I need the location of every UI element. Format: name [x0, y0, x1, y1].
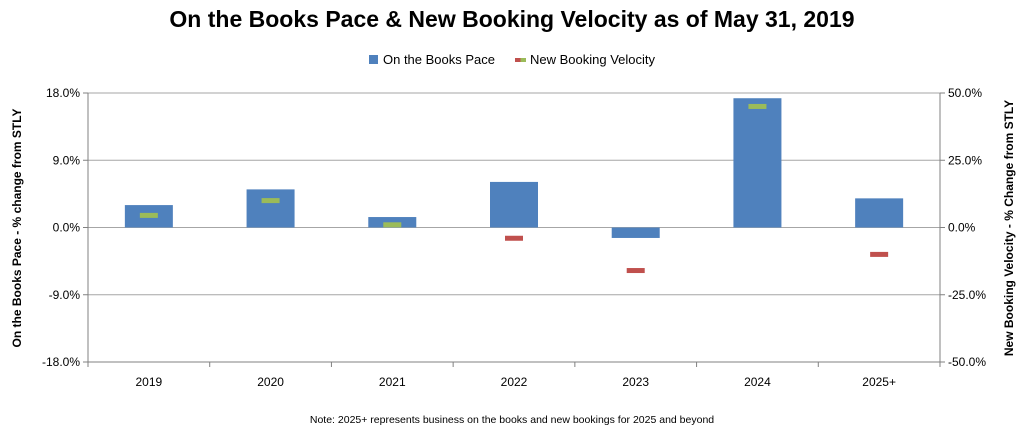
legend-swatch-dash — [515, 57, 526, 62]
bar-on-the-books-pace — [611, 227, 660, 238]
y-left-tick-label: -9.0% — [49, 288, 81, 302]
legend-label-new-booking-velocity: New Booking Velocity — [530, 52, 656, 67]
y-right-tick-label: 50.0% — [948, 86, 982, 100]
marker-new-booking-velocity — [139, 212, 158, 218]
marker-new-booking-velocity — [261, 198, 280, 204]
y-left-tick-label: -18.0% — [42, 355, 80, 369]
legend: On the Books Pace New Booking Velocity — [0, 52, 1024, 67]
marker-new-booking-velocity — [505, 235, 523, 241]
bar-on-the-books-pace — [855, 198, 904, 228]
bar-on-the-books-pace — [246, 189, 295, 228]
x-tick-label: 2022 — [501, 375, 528, 389]
marker-new-booking-velocity — [870, 251, 889, 257]
x-tick-label: 2024 — [744, 375, 771, 389]
y-left-tick-label: 0.0% — [53, 221, 81, 235]
y-right-tick-label: 0.0% — [948, 221, 976, 235]
y-axis-right-title: New Booking Velocity - % Change from STL… — [1002, 100, 1016, 356]
x-tick-label: 2020 — [257, 375, 284, 389]
bar-layer — [124, 98, 904, 238]
axis-layer: 18.0% 50.0% 9.0% 25.0% 0.0% 0.0% -9.0% -25.0% -1… — [42, 86, 986, 389]
marker-layer — [139, 103, 889, 274]
y-left-tick-label: 9.0% — [53, 153, 81, 167]
bar-on-the-books-pace — [733, 98, 782, 228]
marker-new-booking-velocity — [748, 103, 767, 109]
y-right-tick-label: -25.0% — [948, 288, 986, 302]
legend-swatch-bar — [368, 55, 378, 64]
x-tick-label: 2025+ — [862, 375, 896, 389]
bar-on-the-books-pace — [368, 217, 417, 228]
legend-item-on-the-books-pace: On the Books Pace — [368, 52, 495, 67]
footnote: Note: 2025+ represents business on the b… — [309, 414, 715, 426]
x-tick-label: 2021 — [379, 375, 406, 389]
x-tick-label: 2023 — [622, 375, 649, 389]
y-left-tick-label: 18.0% — [46, 86, 80, 100]
legend-label-on-the-books-pace: On the Books Pace — [382, 52, 495, 67]
legend-item-new-booking-velocity: New Booking Velocity — [515, 52, 655, 67]
chart-title: On the Books Pace & New Booking Velocity… — [169, 6, 855, 32]
y-right-tick-label: -50.0% — [948, 355, 986, 369]
y-axis-left-title: On the Books Pace - % change from STLY — [10, 109, 24, 348]
marker-new-booking-velocity — [383, 222, 402, 228]
x-tick-label: 2019 — [136, 375, 163, 389]
bar-on-the-books-pace — [490, 181, 538, 228]
marker-new-booking-velocity — [626, 268, 645, 274]
y-right-tick-label: 25.0% — [948, 153, 982, 167]
